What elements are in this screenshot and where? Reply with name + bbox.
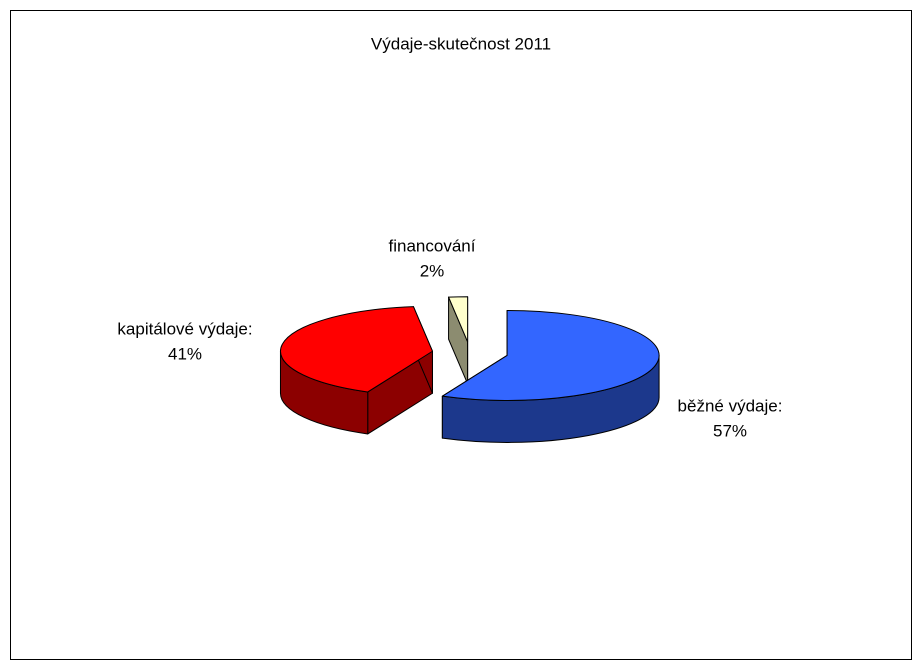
slice (279, 306, 433, 393)
slice-label: financování (389, 236, 476, 255)
slice-value-label: 57% (713, 421, 747, 440)
slice-label: běžné výdaje: (678, 396, 783, 415)
slice-value-label: 2% (420, 261, 445, 280)
slice (448, 296, 469, 343)
chart-title: Výdaje-skutečnost 2011 (371, 34, 551, 53)
slice-value-label: 41% (168, 344, 202, 363)
slice (441, 309, 660, 401)
slice-label: kapitálové výdaje: (117, 319, 252, 338)
